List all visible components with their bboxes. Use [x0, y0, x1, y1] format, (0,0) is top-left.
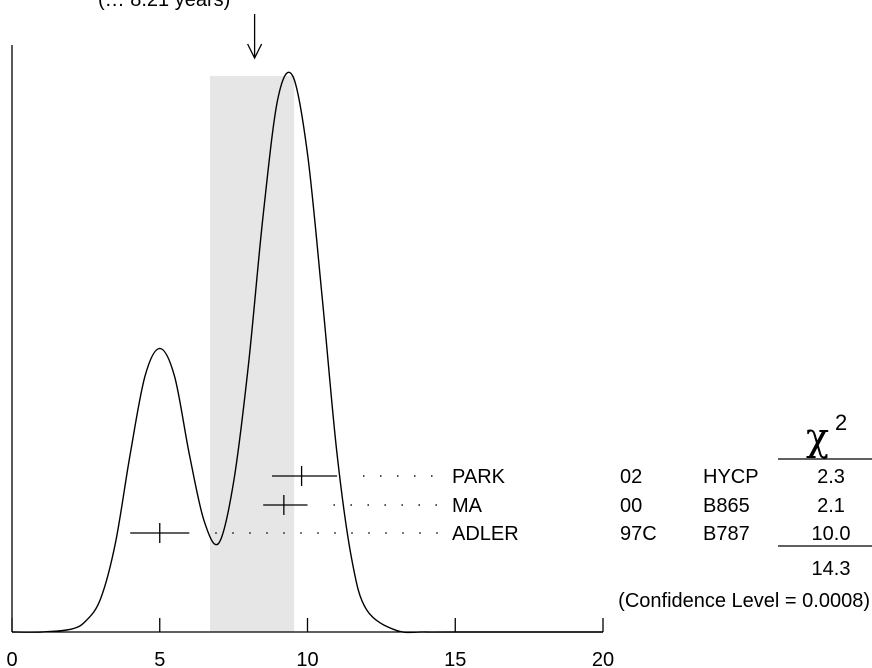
measurement-year: 00	[620, 495, 642, 517]
measurement-dataset: B787	[703, 523, 750, 545]
x-tick-label: 0	[6, 649, 17, 668]
measurement-year: 97C	[620, 523, 657, 545]
measurement-name: ADLER	[452, 523, 519, 545]
measurement-chi2: 10.0	[812, 523, 851, 545]
chi2-superscript: 2	[835, 410, 847, 435]
chi2-total: 14.3	[812, 558, 851, 580]
ideogram-curve	[11, 71, 603, 634]
chi2-header: χ	[806, 415, 829, 459]
x-tick-label: 5	[154, 649, 165, 668]
measurement-name: MA	[452, 495, 483, 517]
x-tick-label: 10	[296, 649, 318, 668]
confidence-level: (Confidence Level = 0.0008)	[618, 590, 870, 612]
measurement-dataset: B865	[703, 495, 750, 517]
measurement-dataset: HYCP	[703, 466, 759, 488]
average-arrow-head	[247, 43, 263, 60]
plot-layer: 0 5 10 15 20 PARK 02 HYCP 2.3 MA 00 B865 2.1 ADLER 97C…	[6, 14, 850, 668]
x-tick-label: 20	[592, 649, 614, 668]
measurement-year: 02	[620, 466, 642, 488]
chart-title: (… 8.21 years)	[98, 0, 230, 11]
measurement-chi2: 2.1	[817, 495, 845, 517]
average-error-band	[209, 76, 295, 632]
measurement-name: PARK	[452, 466, 506, 488]
measurement-chi2: 2.3	[817, 466, 845, 488]
x-tick-label: 15	[444, 649, 466, 668]
